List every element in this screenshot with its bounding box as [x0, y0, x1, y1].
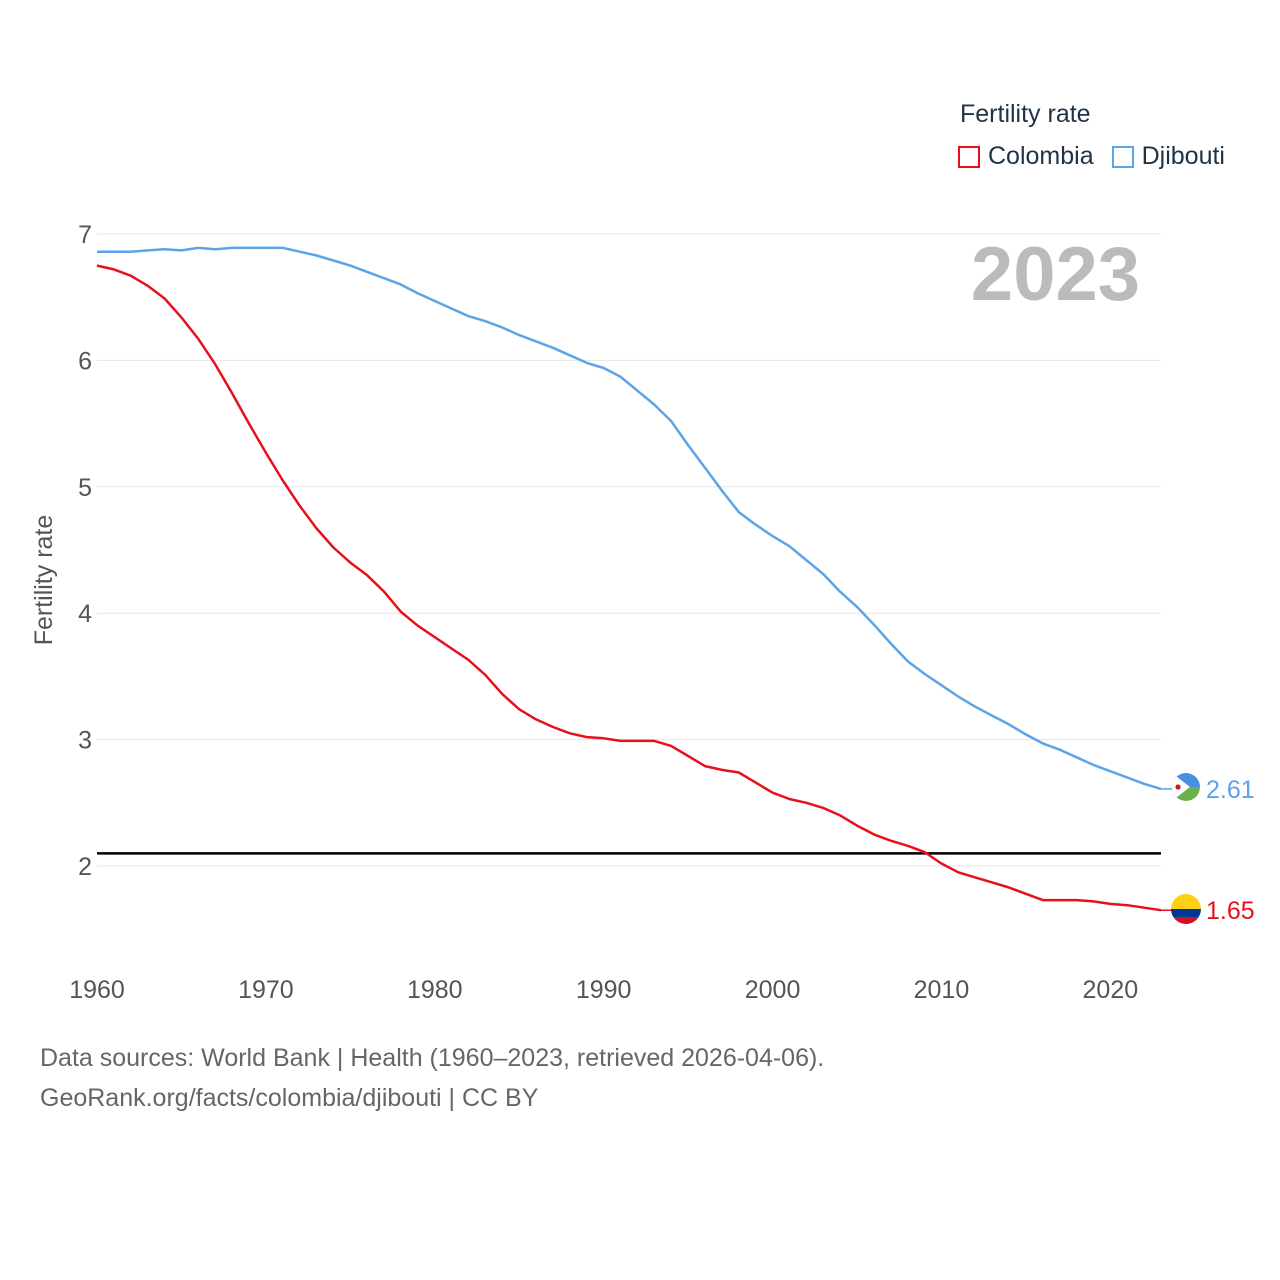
x-tick-1960: 1960 — [69, 976, 125, 1004]
end-value-labels: 1.65 2.61 — [1206, 776, 1255, 925]
y-axis-label: Fertility rate — [30, 515, 58, 646]
djibouti-flag-icon — [1172, 773, 1200, 801]
attribution[interactable]: GeoRank.org/facts/colombia/djibouti | CC… — [40, 1084, 539, 1112]
y-tick-4: 4 — [78, 600, 92, 628]
x-tick-2020: 2020 — [1083, 976, 1139, 1004]
legend-label-colombia: Colombia — [988, 142, 1094, 170]
y-tick-3: 3 — [78, 727, 92, 755]
y-tick-labels: 2 3 4 5 6 7 — [78, 221, 92, 881]
legend-swatch-djibouti — [1111, 145, 1134, 168]
y-tick-6: 6 — [78, 347, 92, 375]
end-label-colombia: 1.65 — [1206, 897, 1255, 925]
grid-lines — [97, 233, 1161, 867]
y-tick-7: 7 — [78, 221, 92, 249]
x-tick-labels: 1960 1970 1980 1990 2000 2010 2020 — [69, 976, 1138, 1004]
x-tick-1970: 1970 — [238, 976, 294, 1004]
legend-item-colombia[interactable]: Colombia — [958, 142, 1094, 171]
x-tick-2000: 2000 — [745, 976, 801, 1004]
y-tick-2: 2 — [78, 853, 92, 881]
series-line-djibouti[interactable] — [97, 246, 1162, 791]
legend-item-djibouti[interactable]: Djibouti — [1111, 142, 1225, 171]
data-sources: Data sources: World Bank | Health (1960–… — [40, 1044, 825, 1072]
year-title: 2023 — [971, 232, 1140, 317]
legend-swatch-colombia — [958, 145, 980, 168]
y-tick-5: 5 — [78, 474, 92, 502]
x-tick-2010: 2010 — [914, 976, 970, 1004]
series-line-colombia[interactable] — [96, 264, 1162, 912]
series-lines — [96, 246, 1172, 912]
legend-title: Fertility rate — [960, 100, 1091, 128]
legend: Colombia Djibouti — [958, 142, 1243, 171]
x-tick-1980: 1980 — [407, 976, 463, 1004]
colombia-flag-icon — [1171, 894, 1201, 924]
end-label-djibouti: 2.61 — [1206, 776, 1255, 804]
end-markers — [1171, 773, 1201, 924]
x-tick-1990: 1990 — [576, 976, 632, 1004]
legend-label-djibouti: Djibouti — [1141, 142, 1225, 170]
